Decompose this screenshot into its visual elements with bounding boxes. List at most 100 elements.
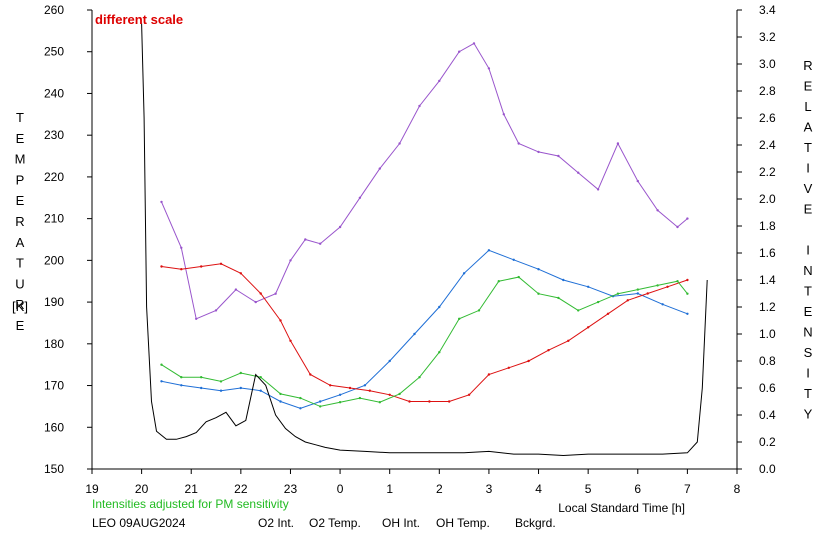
y-right-title-letter: L bbox=[804, 99, 811, 114]
series-point-o2-temp bbox=[557, 154, 560, 158]
series-point-o2-int bbox=[259, 389, 262, 392]
series-point-oh-temp bbox=[577, 309, 580, 312]
series-point-oh-int bbox=[448, 400, 451, 403]
series-point-o2-temp bbox=[596, 188, 600, 191]
series-point-oh-temp bbox=[299, 396, 302, 400]
y-right-title-letter: S bbox=[804, 345, 813, 360]
series-point-o2-int bbox=[200, 386, 203, 390]
y-left-tick-label: 250 bbox=[44, 45, 64, 59]
y-left-title-letter: R bbox=[15, 297, 24, 312]
series-point-o2-temp bbox=[398, 142, 401, 145]
y-left-tick-label: 170 bbox=[44, 379, 64, 393]
series-point-oh-temp bbox=[319, 405, 322, 408]
series-line-oh-temp bbox=[161, 276, 688, 407]
y-right-tick-label: 2.4 bbox=[759, 138, 776, 152]
x-tick-label: 1 bbox=[386, 482, 393, 496]
y-right-tick-label: 2.8 bbox=[759, 84, 776, 98]
series-point-oh-int bbox=[348, 386, 352, 390]
x-tick-label: 8 bbox=[734, 482, 741, 496]
series-point-oh-temp bbox=[180, 376, 183, 379]
series-point-o2-temp bbox=[304, 238, 307, 241]
y-right-tick-label: 1.0 bbox=[759, 327, 776, 341]
series-point-o2-int bbox=[388, 359, 391, 363]
y-left-tick-label: 230 bbox=[44, 128, 64, 142]
y-right-title-letter: T bbox=[804, 386, 812, 401]
series-point-oh-int bbox=[428, 400, 431, 403]
y-right-title-letter: R bbox=[803, 58, 812, 73]
y-left-title-letter: M bbox=[15, 152, 26, 167]
series-point-o2-int bbox=[487, 249, 491, 252]
different-scale-note: different scale bbox=[95, 12, 183, 27]
y-right-tick-label: 1.8 bbox=[759, 219, 776, 233]
series-point-o2-int bbox=[219, 389, 223, 392]
y-right-tick-label: 0.6 bbox=[759, 381, 776, 395]
y-right-tick-label: 2.0 bbox=[759, 192, 776, 206]
series-point-o2-temp bbox=[418, 104, 421, 108]
series-point-o2-int bbox=[686, 312, 689, 315]
series-point-o2-temp bbox=[378, 167, 381, 170]
y-right-title-letter: V bbox=[804, 181, 813, 196]
series-point-oh-int bbox=[219, 262, 223, 265]
y-right-tick-label: 3.4 bbox=[759, 3, 776, 17]
y-right-title-letter: A bbox=[804, 120, 813, 135]
series-point-oh-int bbox=[666, 285, 669, 288]
series-point-oh-int bbox=[626, 299, 629, 302]
series-point-oh-int bbox=[200, 265, 203, 268]
series-point-o2-temp bbox=[577, 171, 580, 174]
y-left-tick-label: 210 bbox=[44, 212, 64, 226]
series-point-oh-temp bbox=[358, 396, 362, 400]
y-right-title-letter: E bbox=[804, 202, 813, 217]
series-point-o2-temp bbox=[338, 225, 342, 229]
series-point-o2-temp bbox=[517, 142, 520, 145]
series-point-oh-int bbox=[527, 359, 530, 363]
series-point-oh-temp bbox=[676, 280, 679, 283]
y-right-title-letter: E bbox=[804, 304, 813, 319]
series-point-o2-temp bbox=[438, 79, 441, 83]
series-point-o2-int bbox=[512, 258, 515, 261]
series-point-oh-int bbox=[547, 349, 550, 352]
series-point-oh-int bbox=[180, 268, 183, 271]
y-left-tick-label: 220 bbox=[44, 170, 64, 184]
y-right-tick-label: 0.2 bbox=[759, 435, 776, 449]
series-point-oh-temp bbox=[239, 371, 242, 375]
y-right-tick-label: 3.0 bbox=[759, 57, 776, 71]
legend-item-oh-int: OH Int. bbox=[382, 516, 420, 530]
series-line-o2-int bbox=[161, 249, 688, 409]
series-point-o2-temp bbox=[616, 142, 620, 145]
y-left-tick-label: 150 bbox=[44, 462, 64, 476]
pm-sensitivity-note: Intensities adjusted for PM sensitivity bbox=[92, 497, 289, 511]
series-point-oh-temp bbox=[596, 300, 600, 304]
y-left-tick-label: 200 bbox=[44, 253, 64, 267]
series-point-oh-int bbox=[160, 265, 163, 268]
series-point-o2-temp bbox=[487, 67, 491, 70]
x-tick-label: 6 bbox=[634, 482, 641, 496]
y-right-tick-label: 1.2 bbox=[759, 300, 776, 314]
series-point-oh-int bbox=[279, 319, 282, 322]
series-line-bckgrd bbox=[141, 23, 708, 457]
y-right-title-letter: I bbox=[806, 366, 810, 381]
x-tick-label: 23 bbox=[284, 482, 298, 496]
series-point-oh-int bbox=[239, 272, 242, 275]
y-right-tick-label: 2.6 bbox=[759, 111, 776, 125]
series-point-o2-int bbox=[299, 407, 302, 410]
x-tick-label: 20 bbox=[135, 482, 149, 496]
legend-item-bckgrd: Bckgrd. bbox=[515, 516, 556, 530]
x-axis-title: Local Standard Time [h] bbox=[558, 501, 685, 515]
series-point-o2-int bbox=[160, 380, 163, 383]
series-point-oh-int bbox=[329, 384, 332, 387]
series-point-o2-temp bbox=[676, 225, 679, 229]
x-tick-label: 19 bbox=[85, 482, 99, 496]
y-left-title-letter: P bbox=[16, 172, 25, 187]
series-point-oh-temp bbox=[219, 380, 223, 383]
series-point-o2-int bbox=[279, 400, 282, 403]
y-left-title-letter: E bbox=[16, 193, 25, 208]
series-point-o2-temp bbox=[180, 246, 183, 249]
series-point-oh-temp bbox=[160, 363, 163, 366]
series-point-o2-int bbox=[438, 305, 441, 309]
series-point-o2-temp bbox=[636, 179, 639, 183]
y-right-tick-label: 0.4 bbox=[759, 408, 776, 422]
y-left-title-letter: T bbox=[16, 110, 24, 125]
series-point-oh-temp bbox=[200, 376, 203, 379]
